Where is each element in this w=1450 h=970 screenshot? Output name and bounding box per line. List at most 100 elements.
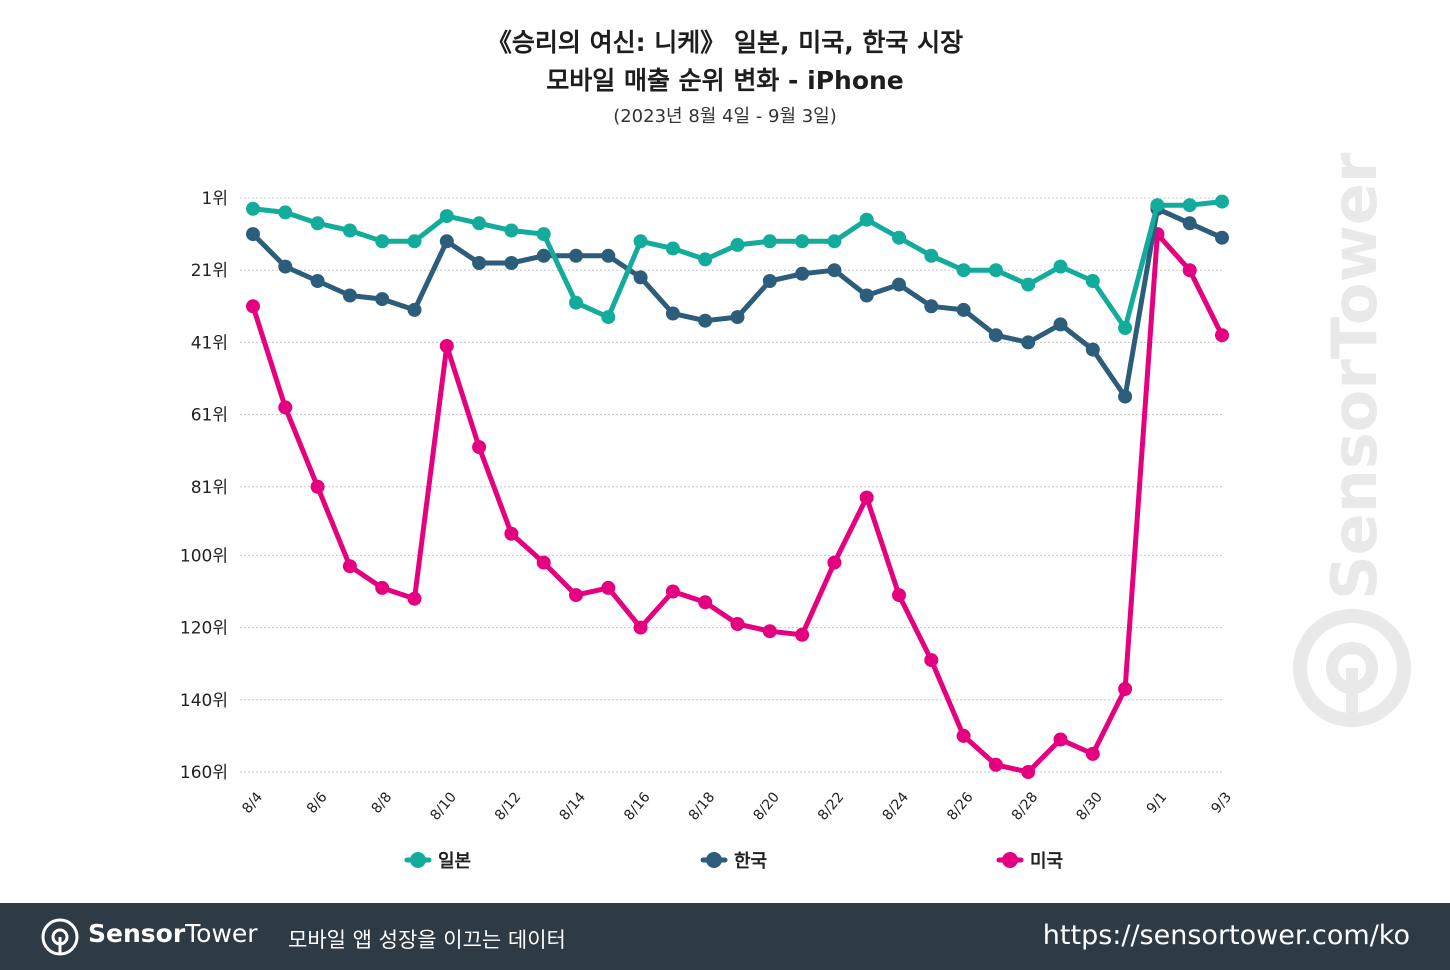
- data-point[interactable]: [246, 201, 260, 216]
- data-point[interactable]: [310, 274, 325, 288]
- data-point[interactable]: [633, 620, 648, 635]
- data-point[interactable]: [504, 223, 519, 238]
- data-point[interactable]: [1085, 274, 1100, 288]
- data-point[interactable]: [536, 555, 551, 570]
- data-point[interactable]: [827, 263, 842, 278]
- data-point[interactable]: [988, 328, 1003, 343]
- data-point[interactable]: [472, 216, 487, 231]
- data-point[interactable]: [795, 234, 810, 249]
- data-point[interactable]: [892, 588, 906, 603]
- data-point[interactable]: [278, 205, 293, 220]
- data-point[interactable]: [892, 277, 906, 292]
- series-group: [246, 194, 1229, 779]
- data-point[interactable]: [1215, 328, 1229, 343]
- data-point[interactable]: [504, 526, 519, 541]
- data-point[interactable]: [601, 310, 616, 325]
- data-point[interactable]: [859, 490, 874, 505]
- data-point[interactable]: [342, 559, 357, 574]
- data-point[interactable]: [472, 256, 487, 270]
- data-point[interactable]: [665, 306, 680, 321]
- data-point[interactable]: [536, 248, 551, 263]
- data-point[interactable]: [439, 234, 454, 249]
- legend-item[interactable]: 일본: [404, 851, 471, 872]
- data-point[interactable]: [1150, 198, 1165, 213]
- data-point[interactable]: [1118, 682, 1133, 696]
- data-point[interactable]: [633, 270, 648, 285]
- data-point[interactable]: [310, 479, 325, 494]
- data-point[interactable]: [1053, 317, 1068, 332]
- data-point[interactable]: [1021, 335, 1036, 350]
- data-point[interactable]: [795, 266, 810, 281]
- data-point[interactable]: [246, 227, 260, 242]
- data-point[interactable]: [665, 584, 680, 599]
- data-point[interactable]: [762, 274, 777, 288]
- data-point[interactable]: [698, 595, 713, 610]
- data-point[interactable]: [504, 256, 519, 270]
- data-point[interactable]: [762, 234, 777, 249]
- data-point[interactable]: [698, 252, 713, 267]
- data-point[interactable]: [246, 299, 260, 314]
- data-point[interactable]: [924, 653, 939, 668]
- data-point[interactable]: [439, 209, 454, 224]
- y-tick-label: 140위: [180, 691, 228, 711]
- legend-marker: [706, 852, 722, 868]
- data-point[interactable]: [892, 230, 906, 245]
- data-point[interactable]: [730, 237, 745, 252]
- data-point[interactable]: [569, 248, 583, 263]
- legend-item[interactable]: 미국: [996, 851, 1063, 872]
- data-point[interactable]: [1182, 216, 1197, 231]
- data-point[interactable]: [1182, 198, 1197, 213]
- data-point[interactable]: [407, 234, 422, 249]
- data-point[interactable]: [1118, 321, 1133, 335]
- data-point[interactable]: [730, 617, 745, 631]
- data-point[interactable]: [569, 295, 583, 310]
- data-point[interactable]: [988, 757, 1003, 772]
- y-axis: 1위 21위 41위 61위 81위 100위 120위 140위 160위: [180, 189, 228, 783]
- data-point[interactable]: [762, 624, 777, 639]
- data-point[interactable]: [1182, 263, 1197, 278]
- data-point[interactable]: [924, 299, 939, 314]
- data-point[interactable]: [472, 440, 487, 455]
- data-point[interactable]: [633, 234, 648, 249]
- data-point[interactable]: [1021, 765, 1036, 779]
- data-point[interactable]: [536, 227, 551, 242]
- data-point[interactable]: [278, 400, 293, 415]
- data-point[interactable]: [827, 555, 842, 570]
- data-point[interactable]: [795, 627, 810, 642]
- data-point[interactable]: [1021, 277, 1036, 292]
- data-point[interactable]: [1215, 230, 1229, 245]
- legend-label: 한국: [734, 851, 767, 872]
- data-point[interactable]: [956, 728, 971, 743]
- data-point[interactable]: [665, 241, 680, 256]
- data-point[interactable]: [439, 339, 454, 353]
- data-point[interactable]: [342, 288, 357, 303]
- data-point[interactable]: [601, 248, 616, 263]
- data-point[interactable]: [1085, 342, 1100, 357]
- data-point[interactable]: [569, 588, 583, 603]
- data-point[interactable]: [407, 591, 422, 606]
- data-point[interactable]: [342, 223, 357, 238]
- data-point[interactable]: [1118, 389, 1133, 404]
- data-point[interactable]: [375, 580, 390, 595]
- data-point[interactable]: [859, 212, 874, 227]
- data-point[interactable]: [859, 288, 874, 303]
- data-point[interactable]: [956, 263, 971, 278]
- data-point[interactable]: [375, 292, 390, 307]
- data-point[interactable]: [1053, 732, 1068, 747]
- data-point[interactable]: [1053, 259, 1068, 274]
- data-point[interactable]: [1215, 194, 1229, 209]
- legend-item[interactable]: 한국: [700, 851, 767, 872]
- data-point[interactable]: [601, 580, 616, 595]
- data-point[interactable]: [278, 259, 293, 274]
- footer-url-link[interactable]: https://sensortower.com/ko: [1042, 920, 1410, 951]
- data-point[interactable]: [956, 302, 971, 317]
- data-point[interactable]: [1085, 746, 1100, 761]
- data-point[interactable]: [375, 234, 390, 249]
- data-point[interactable]: [827, 234, 842, 249]
- data-point[interactable]: [988, 263, 1003, 278]
- data-point[interactable]: [730, 310, 745, 325]
- data-point[interactable]: [310, 216, 325, 231]
- data-point[interactable]: [924, 248, 939, 263]
- data-point[interactable]: [407, 302, 422, 317]
- data-point[interactable]: [698, 313, 713, 328]
